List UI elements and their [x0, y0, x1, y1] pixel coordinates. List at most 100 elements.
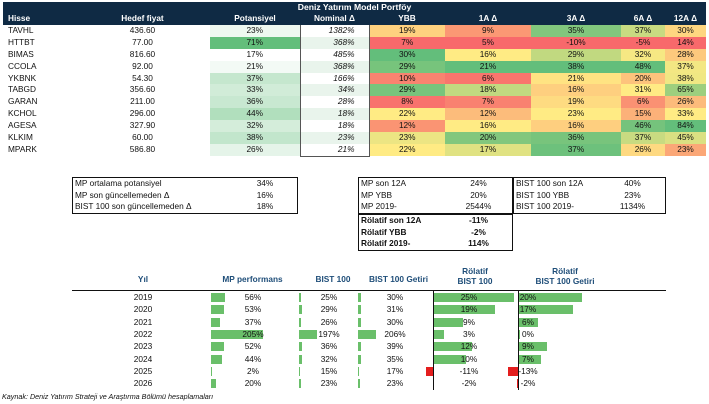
relative-bar [434, 354, 466, 364]
mp-performance-value: 44% [244, 353, 262, 364]
perf-header-relative: Rölatif BIST 100 [457, 266, 493, 286]
target-price-cell: 816.60 [129, 48, 156, 59]
perf-header-bist-getiri: BIST 100 Getiri [368, 274, 429, 284]
mp-performance-bar [211, 317, 221, 327]
change-3m-cell: 36% [531, 132, 621, 144]
change-12m-cell: 84% [665, 120, 707, 133]
summary-box-left: MP ortalama potansiyel 34% MP son güncell… [72, 177, 298, 214]
change-1m-cell: 5% [445, 36, 531, 49]
ybb-cell: 22% [369, 108, 445, 121]
relative-bar [434, 293, 514, 302]
target-price-cell: 60.00 [132, 132, 153, 143]
bist100-getiri-value: 17% [386, 365, 404, 376]
summary-row: MP ortalama potansiyel 34% [73, 178, 297, 190]
perf-year: 2024 [133, 353, 153, 364]
bist100-getiri-bar [358, 354, 362, 364]
change-12m-cell: 23% [665, 143, 707, 157]
relative-bar [434, 317, 463, 327]
target-price-cell: 436.60 [129, 24, 156, 35]
target-price-cell: 92.00 [132, 60, 153, 71]
potential-cell: 21% [210, 60, 300, 73]
relative-getiri-axis [518, 291, 519, 390]
change-3m-cell: 16% [531, 84, 621, 97]
perf-header-mp: MP performans [222, 274, 283, 284]
summary-value: 1134% [619, 201, 646, 212]
relative-summary-box: Rölatif son 12A -11% Rölatif YBB -2% Rölat… [358, 214, 513, 251]
summary-value: 34% [256, 178, 274, 188]
perf-year: 2020 [133, 304, 153, 315]
relative-value: 3% [463, 328, 475, 339]
ticker-cell: AGESA [8, 120, 37, 131]
ticker-cell: KCHOL [8, 108, 37, 119]
relative-getiri-bar [519, 354, 542, 364]
change-6m-cell: 37% [621, 24, 665, 37]
relative-getiri-value: 20% [519, 292, 537, 302]
relative-getiri-value: -13% [518, 365, 538, 376]
change-1m-cell: 17% [445, 143, 531, 157]
summary-label: Rölatif YBB [361, 226, 407, 237]
table-row: MPARK 586.80 26% 21% 22% 17% 37% 26% 23% [3, 143, 707, 157]
table-row: KCHOL 296.00 44% 18% 22% 12% 23% 15% 33% [3, 108, 707, 121]
target-price-cell: 54.30 [132, 72, 153, 83]
bist100-getiri-value: 30% [386, 316, 404, 327]
summary-row: BIST 100 son 12A 40% [514, 178, 665, 190]
ticker-cell: YKBNK [8, 72, 37, 83]
summary-row: MP son güncellemeden Δ 16% [73, 190, 297, 202]
ticker-cell: MPARK [8, 144, 37, 155]
perf-year: 2026 [133, 378, 153, 389]
perf-year: 2025 [133, 365, 153, 376]
ybb-cell: 8% [369, 96, 445, 109]
ybb-cell: 19% [369, 24, 445, 37]
summary-label: Rölatif 2019- [361, 238, 411, 249]
table-row: YKBNK 54.30 37% 166% 10% 6% 21% 20% 38% [3, 72, 707, 85]
change-3m-cell: 23% [531, 108, 621, 121]
change-1m-cell: 6% [445, 72, 531, 85]
bist100-value: 197% [318, 328, 340, 339]
relative-getiri-value: -2% [520, 378, 536, 389]
change-6m-cell: 15% [621, 108, 665, 121]
target-price-cell: 327.90 [129, 120, 156, 131]
bist100-getiri-value: 35% [386, 353, 404, 364]
change-12m-cell: 65% [665, 84, 707, 97]
summary-box-mid: MP son 12A 24% MP YBB 20% MP 2019- 2544% [358, 177, 513, 214]
ybb-cell: 29% [369, 60, 445, 73]
change-6m-cell: 46% [621, 120, 665, 133]
nominal-change-cell: 368% [299, 60, 370, 73]
col-header-hisse: Hisse [3, 13, 75, 25]
col-header-12m: 12A Δ [665, 13, 707, 25]
summary-box-right: BIST 100 son 12A 40% BIST 100 YBB 23% BIST… [513, 177, 666, 214]
nominal-change-cell: 368% [299, 36, 370, 49]
bist100-value: 23% [320, 378, 338, 389]
relative-getiri-value: 9% [522, 341, 534, 352]
relative-axis [433, 291, 434, 390]
mp-performance-value: 53% [244, 304, 262, 315]
potential-cell: 26% [210, 143, 300, 157]
relative-getiri-value: 0% [522, 328, 534, 339]
perf-header-divider [72, 290, 666, 291]
bist100-value: 36% [320, 341, 338, 352]
summary-row: MP YBB 20% [359, 190, 512, 202]
summary-value: 23% [624, 189, 641, 200]
bist100-bar [299, 342, 303, 352]
mp-performance-value: 52% [244, 341, 262, 352]
summary-label: BIST 100 son güncellemeden Δ [75, 201, 192, 212]
ticker-cell: KLKIM [8, 132, 33, 143]
change-6m-cell: 6% [621, 96, 665, 109]
change-12m-cell: 14% [665, 36, 707, 49]
summary-value: 20% [470, 189, 487, 200]
mp-performance-bar [211, 366, 212, 376]
summary-row: MP son 12A 24% [359, 178, 512, 190]
ybb-cell: 23% [369, 132, 445, 144]
ybb-cell: 30% [369, 48, 445, 61]
nominal-change-cell: 485% [299, 48, 370, 61]
summary-value: 18% [256, 201, 274, 212]
target-price-cell: 586.80 [129, 144, 156, 155]
bist100-getiri-bar [358, 379, 360, 389]
ybb-cell: 10% [369, 72, 445, 85]
summary-value: 114% [468, 238, 489, 249]
change-6m-cell: 32% [621, 48, 665, 61]
summary-label: MP son güncellemeden Δ [75, 189, 170, 200]
nominal-change-cell: 21% [299, 143, 370, 157]
ticker-cell: BIMAS [8, 48, 34, 59]
change-3m-cell: 35% [531, 24, 621, 37]
